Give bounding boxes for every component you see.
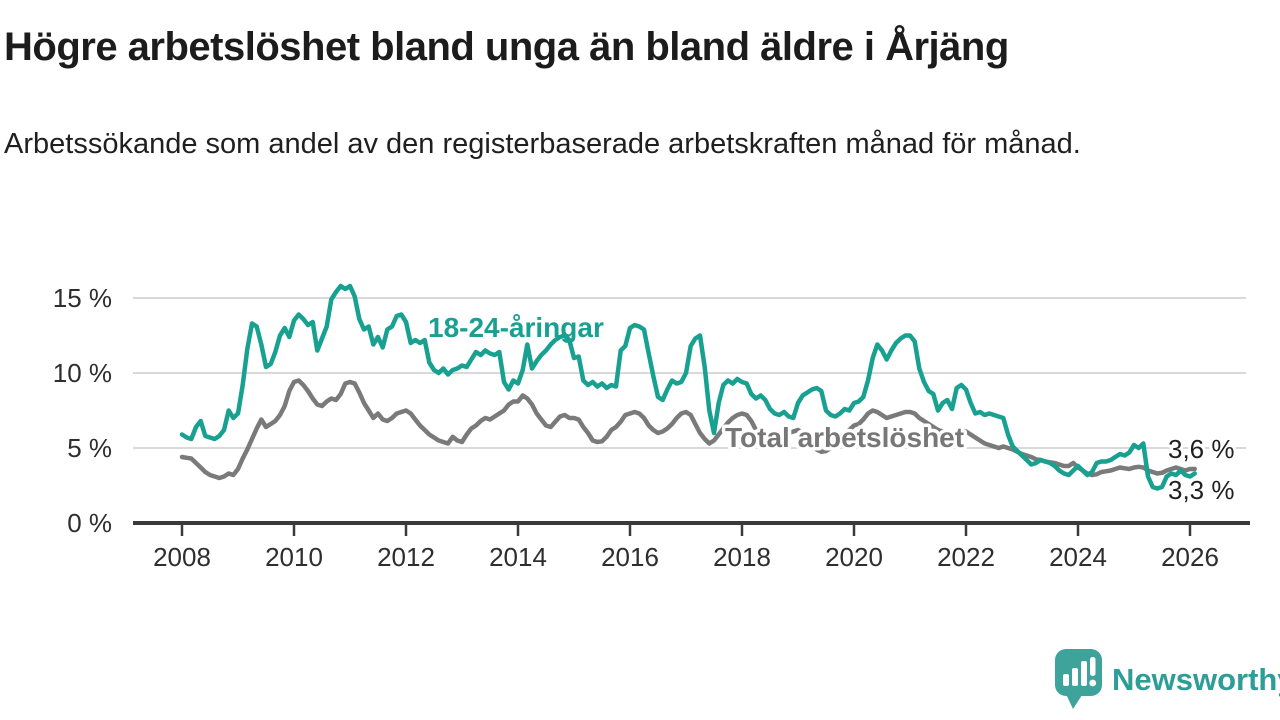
line-Total arbetslöshet bbox=[179, 378, 1197, 481]
x-tick-label: 2022 bbox=[937, 542, 995, 572]
line-chart: 2008 2010 2012 2014 2016 2018 2020 2022 2024 2026… bbox=[53, 283, 1250, 572]
page-subtitle: Arbetssökande som andel av den registerb… bbox=[4, 128, 1081, 160]
x-tick-label: 2024 bbox=[1049, 542, 1107, 572]
x-tick-label: 2012 bbox=[377, 542, 435, 572]
x-tick-label: 2010 bbox=[265, 542, 323, 572]
x-axis bbox=[133, 521, 1250, 536]
x-tick-label: 2014 bbox=[489, 542, 547, 572]
data-lines bbox=[179, 283, 1197, 491]
x-tick-label: 2020 bbox=[825, 542, 883, 572]
newsworthy-logo: Newsworthy bbox=[1055, 649, 1280, 709]
newsworthy-logo-icon bbox=[1055, 649, 1102, 709]
page-title: Högre arbetslöshet bland unga än bland ä… bbox=[4, 25, 1009, 69]
end-value-label-total: 3,6 % bbox=[1168, 434, 1235, 464]
x-tick-label: 2016 bbox=[601, 542, 659, 572]
series-label-total: Total arbetslöshet bbox=[725, 422, 964, 453]
x-tick-label: 2008 bbox=[153, 542, 211, 572]
line-18-24-åringar bbox=[179, 283, 1197, 491]
end-value-label-youth: 3,3 % bbox=[1168, 475, 1235, 505]
x-tick-label: 2026 bbox=[1161, 542, 1219, 572]
axis-labels: 2008 2010 2012 2014 2016 2018 2020 2022 2024 2026… bbox=[53, 283, 1219, 572]
newsworthy-logo-text: Newsworthy bbox=[1112, 662, 1280, 697]
y-tick-label: 10 % bbox=[53, 358, 112, 388]
y-tick-label: 5 % bbox=[67, 433, 112, 463]
series-label-youth: 18-24-åringar bbox=[428, 312, 604, 343]
x-tick-label: 2018 bbox=[713, 542, 771, 572]
gridlines bbox=[133, 297, 1246, 449]
y-tick-label: 15 % bbox=[53, 283, 112, 313]
y-tick-label: 0 % bbox=[67, 508, 112, 538]
